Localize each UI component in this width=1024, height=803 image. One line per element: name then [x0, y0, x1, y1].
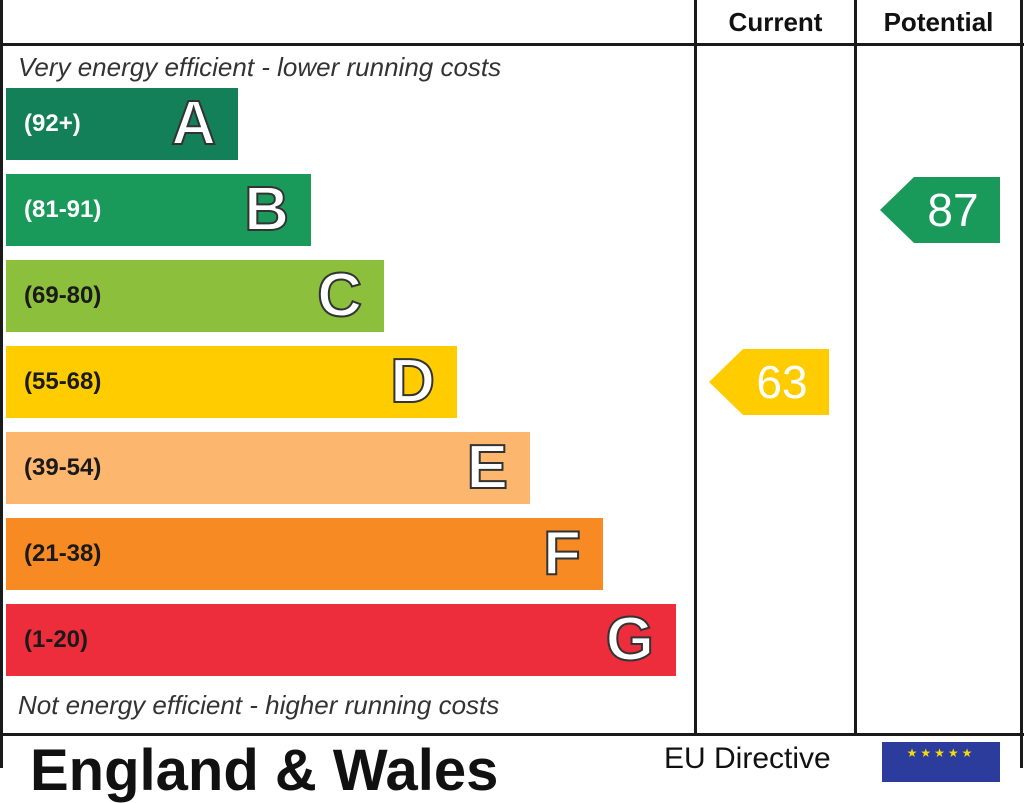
- band-range-label: (92+): [24, 110, 81, 137]
- band-range-label: (81-91): [24, 196, 102, 223]
- band-letter-label: C: [316, 261, 363, 330]
- band-b: (81-91) B: [6, 174, 311, 246]
- footer-divider: [0, 733, 1024, 736]
- band-g: (1-20) G: [6, 604, 676, 676]
- band-range-label: (21-38): [24, 540, 102, 567]
- band-letter-label: G: [605, 605, 655, 674]
- band-range-label: (69-80): [24, 282, 102, 309]
- header-divider: [0, 43, 1024, 46]
- band-e: (39-54) E: [6, 432, 530, 504]
- frame-right: [1020, 0, 1023, 768]
- band-a: (92+) A: [6, 88, 238, 160]
- band-c: (69-80) C: [6, 260, 384, 332]
- footer-title: England & Wales: [30, 738, 499, 803]
- band-range-label: (1-20): [24, 626, 89, 653]
- current-rating-arrow: 63: [709, 349, 829, 415]
- band-letter-label: E: [466, 433, 509, 502]
- eu-flag-icon: ★★★★★: [882, 742, 1000, 782]
- top-efficiency-note: Very energy efficient - lower running co…: [18, 52, 502, 82]
- potential-column-header: Potential: [883, 6, 994, 37]
- band-range-label: (39-54): [24, 454, 102, 481]
- band-letter-label: A: [170, 89, 217, 158]
- band-letter-label: F: [542, 519, 582, 588]
- current-rating-value: 63: [756, 356, 808, 408]
- current-column-header: Current: [728, 6, 823, 37]
- frame-left: [0, 0, 3, 768]
- potential-rating-arrow: 87: [880, 177, 1000, 243]
- potential-rating-value: 87: [927, 184, 979, 236]
- current-column-divider: [694, 0, 697, 736]
- band-f: (21-38) F: [6, 518, 603, 590]
- band-range-label: (55-68): [24, 368, 102, 395]
- potential-column-divider: [854, 0, 857, 736]
- band-d: (55-68) D: [6, 346, 457, 418]
- bottom-efficiency-note: Not energy efficient - higher running co…: [18, 690, 500, 720]
- eu-directive-label: EU Directive: [664, 742, 831, 775]
- band-letter-label: B: [243, 175, 290, 244]
- band-letter-label: D: [389, 347, 436, 416]
